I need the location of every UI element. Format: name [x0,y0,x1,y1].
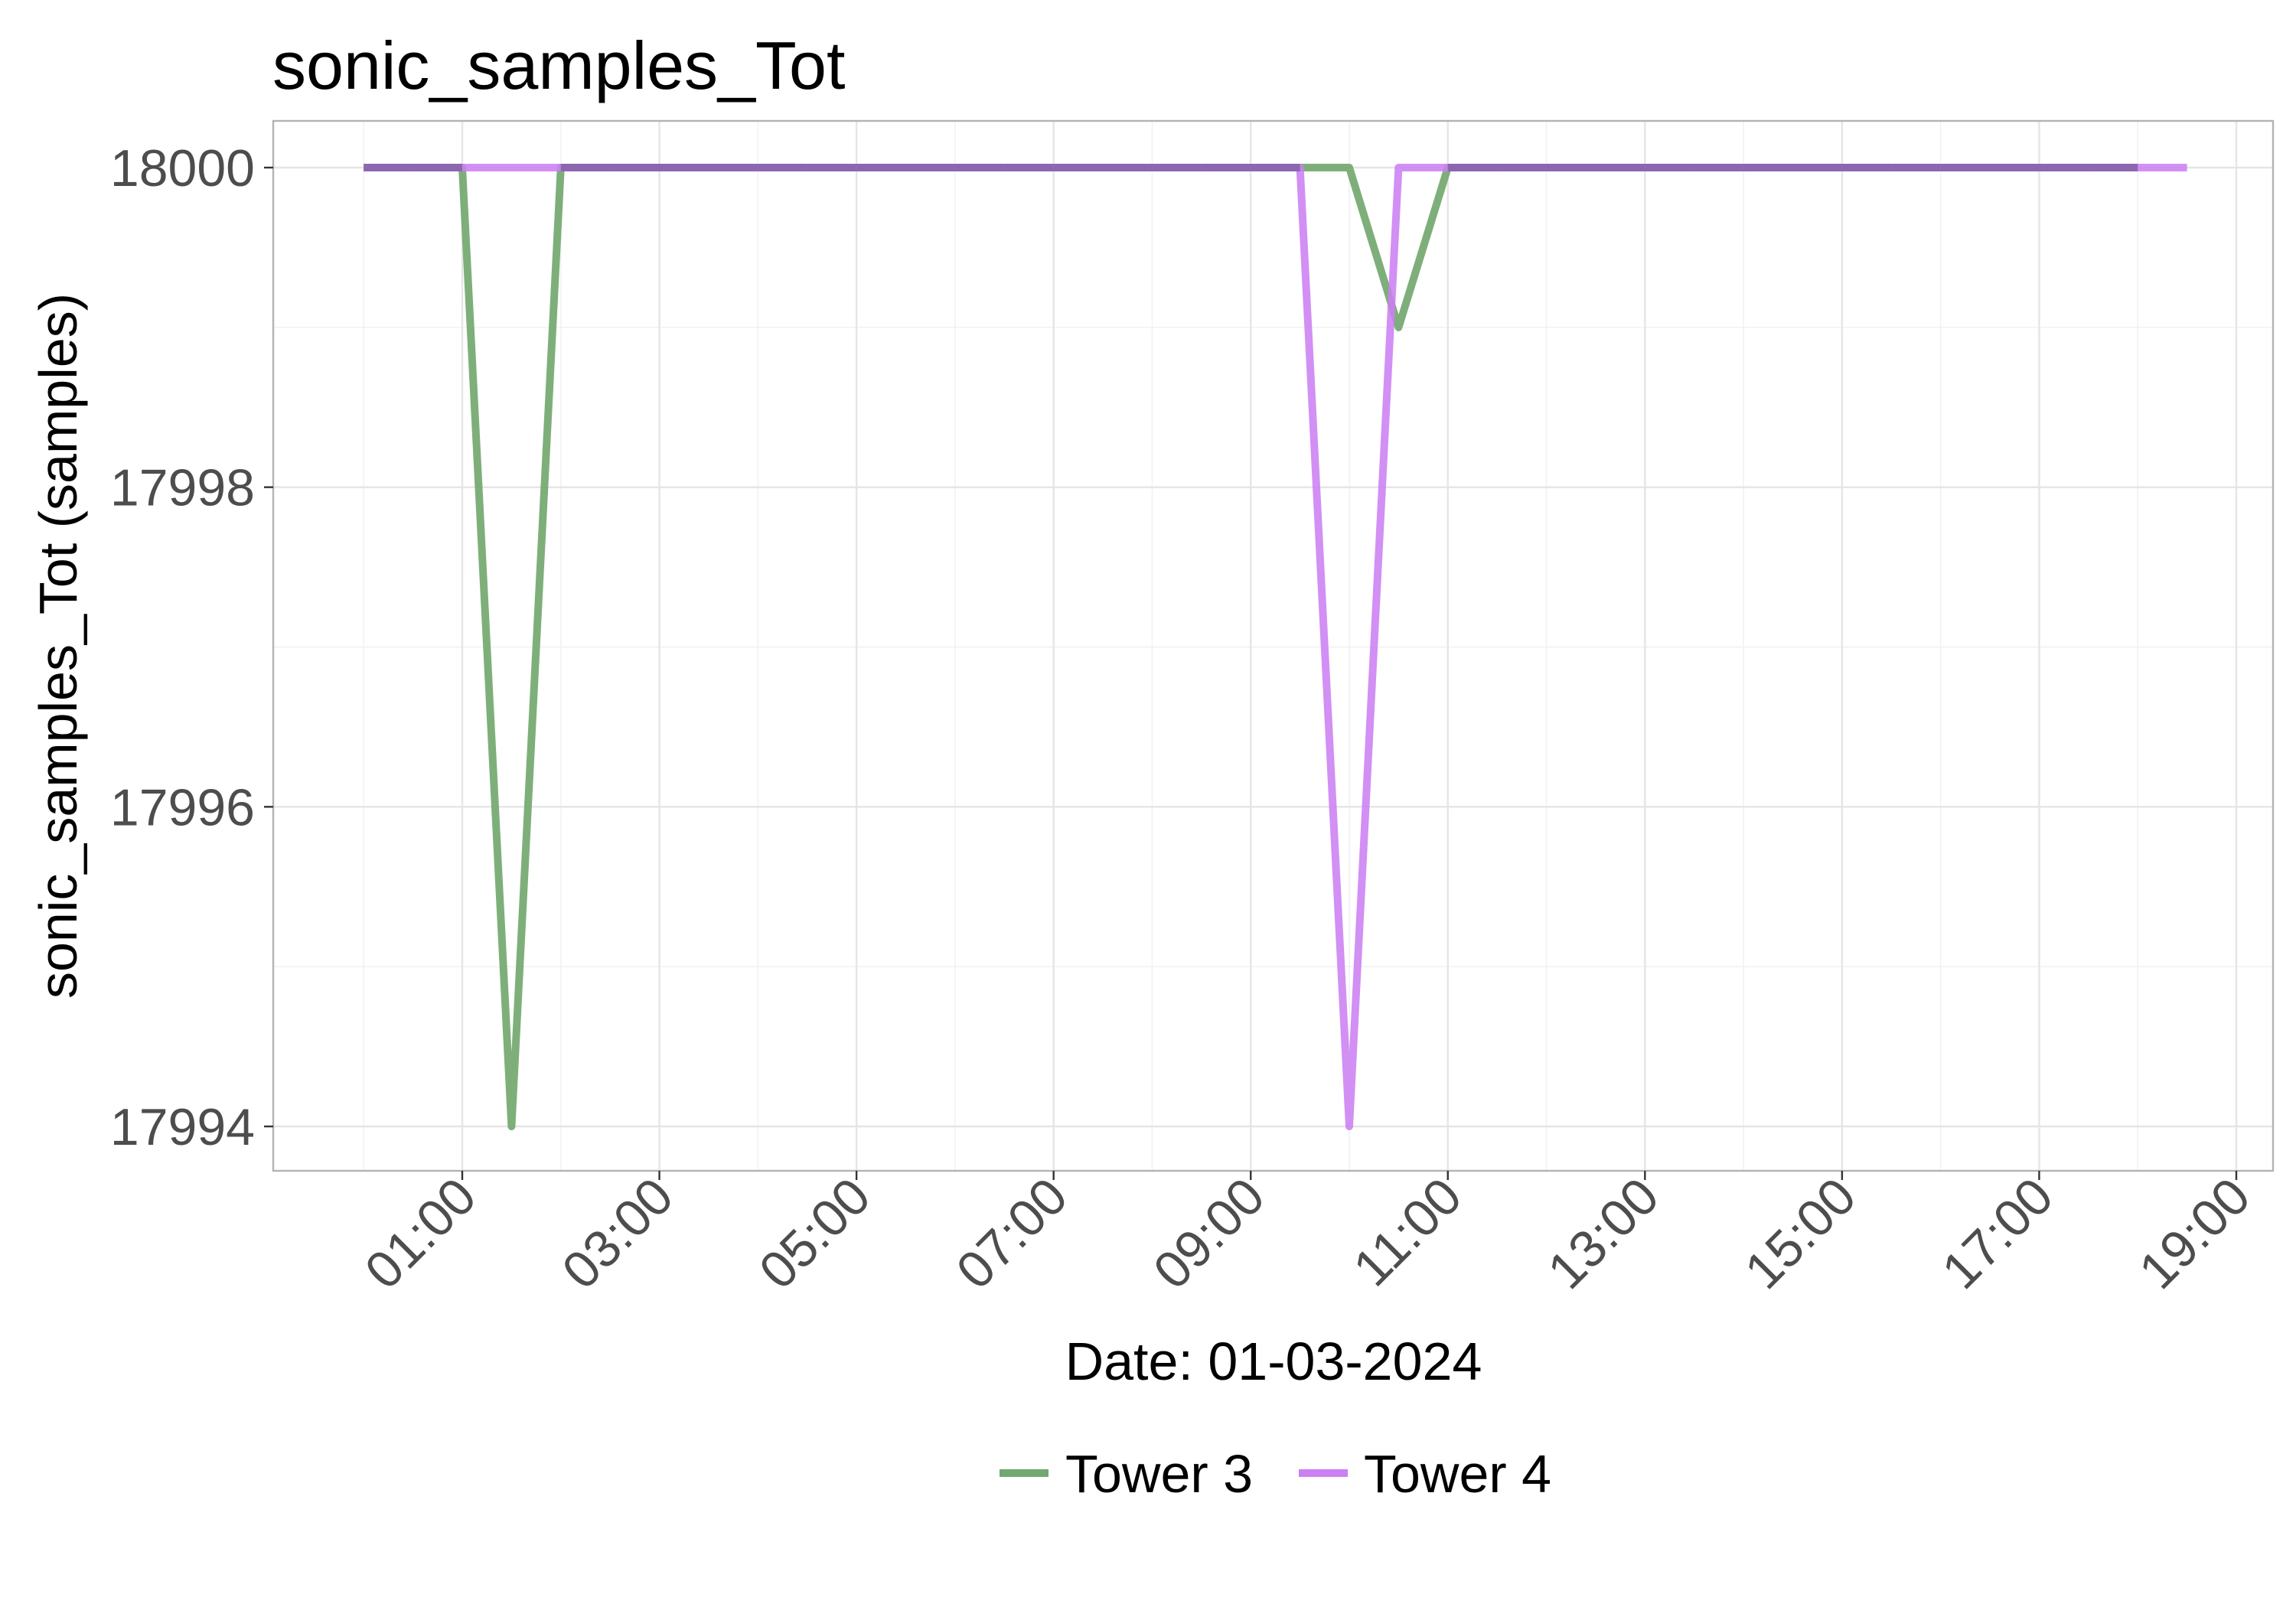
legend-label-tower-3: Tower 3 [1065,1444,1253,1504]
plot-panel-border [272,119,2275,1172]
y-axis-label: sonic_samples_Tot (samples) [28,293,88,999]
chart-title: sonic_samples_Tot [272,28,845,103]
grid [273,121,2273,1171]
series-lines [364,164,2187,1130]
legend-label-tower-4: Tower 4 [1364,1444,1551,1504]
legend: Tower 3 Tower 4 [1000,1444,1551,1504]
y-tick-label: 18000 [110,139,255,197]
x-axis-label: Date: 01-03-2024 [1065,1332,1482,1391]
y-tick-label: 17994 [110,1098,255,1156]
y-axis-ticks: 17994 17996 17998 18000 [110,139,273,1156]
y-tick-label: 17998 [110,459,255,517]
y-tick-label: 17996 [110,778,255,836]
